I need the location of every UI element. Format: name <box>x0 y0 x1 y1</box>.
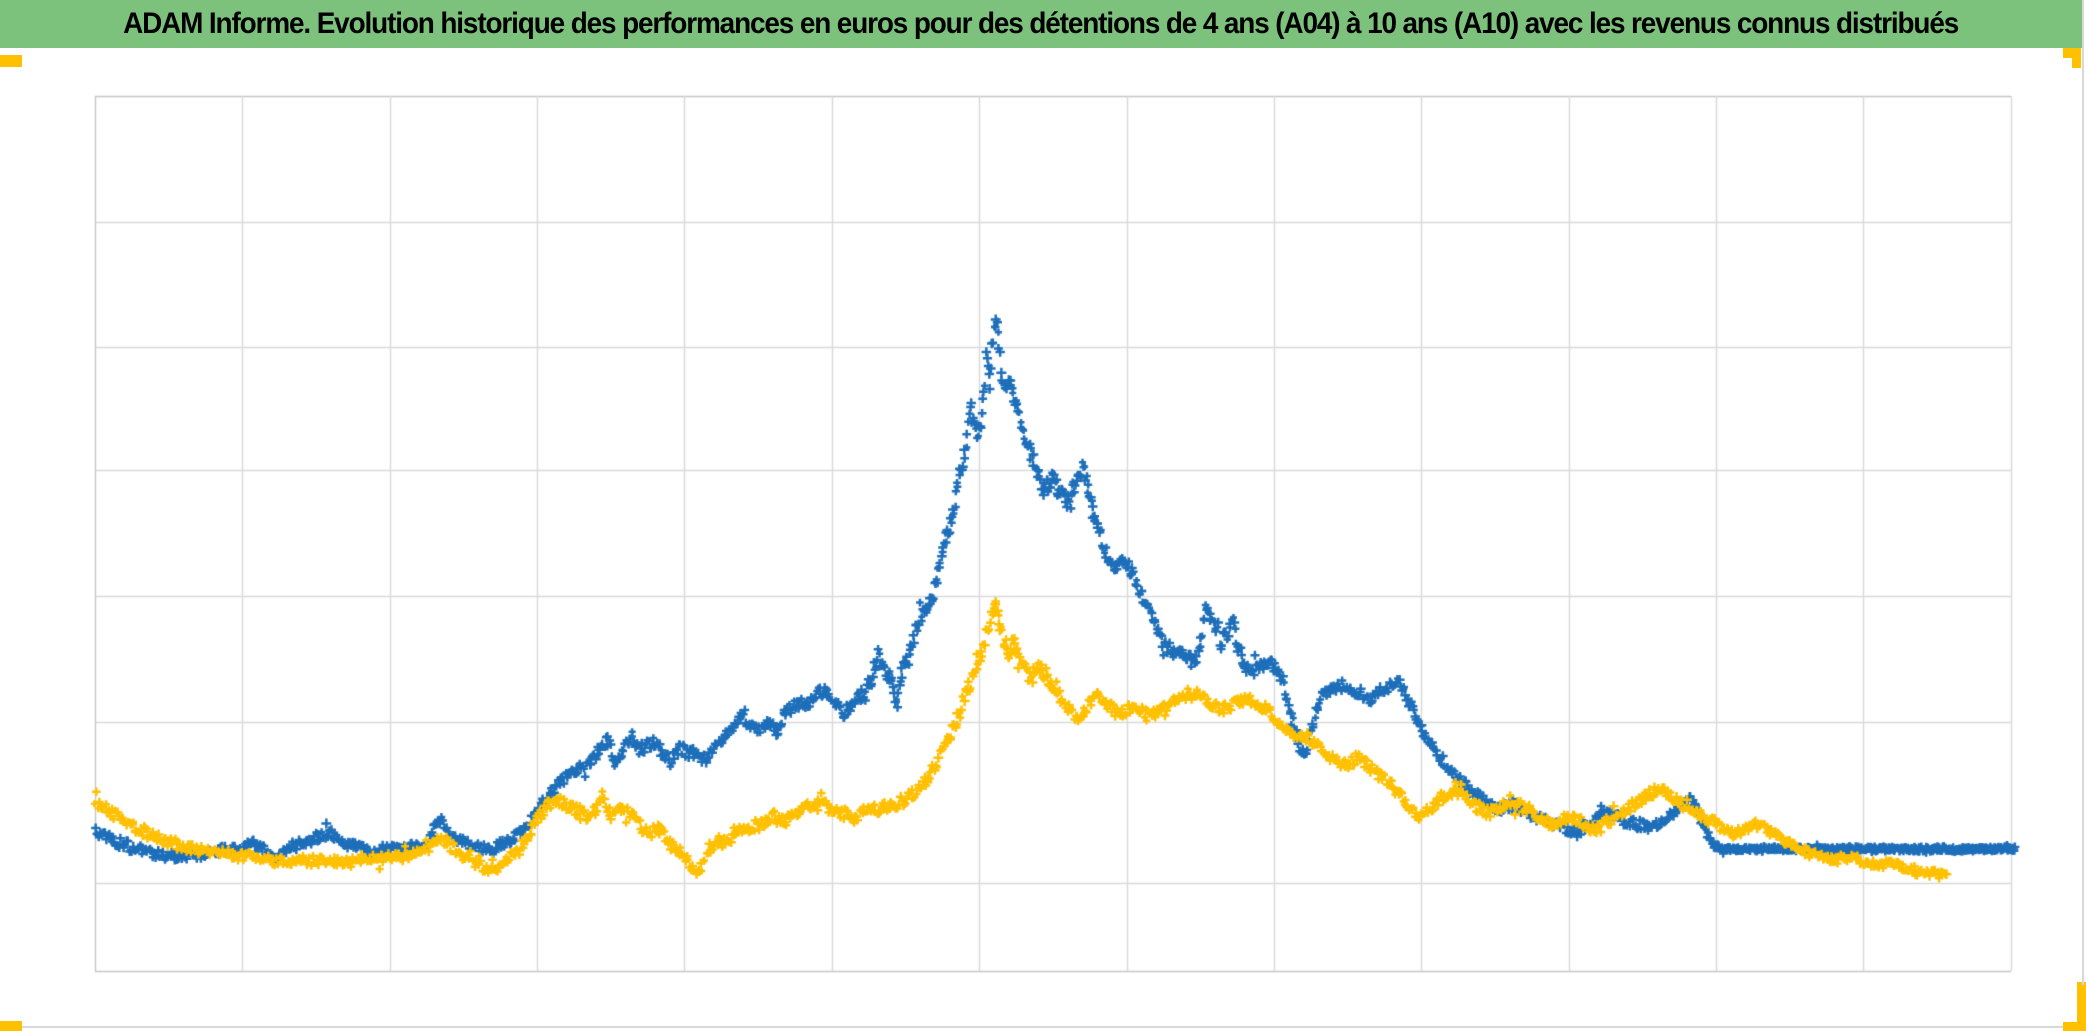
corner-accent-bottom-left <box>0 1021 22 1031</box>
title-bar: ADAM Informe. Evolution historique des p… <box>0 0 2082 48</box>
corner-accent-bottom-right-vertical <box>2077 982 2086 1031</box>
page-title: ADAM Informe. Evolution historique des p… <box>123 7 1959 40</box>
corner-accent-bottom-right-horizontal <box>2063 1022 2086 1031</box>
corner-accent-top-left <box>0 55 22 67</box>
bottom-edge-line <box>22 1026 2063 1028</box>
right-edge-line <box>2082 0 2084 985</box>
corner-accent-top-right-vertical <box>2072 48 2081 68</box>
